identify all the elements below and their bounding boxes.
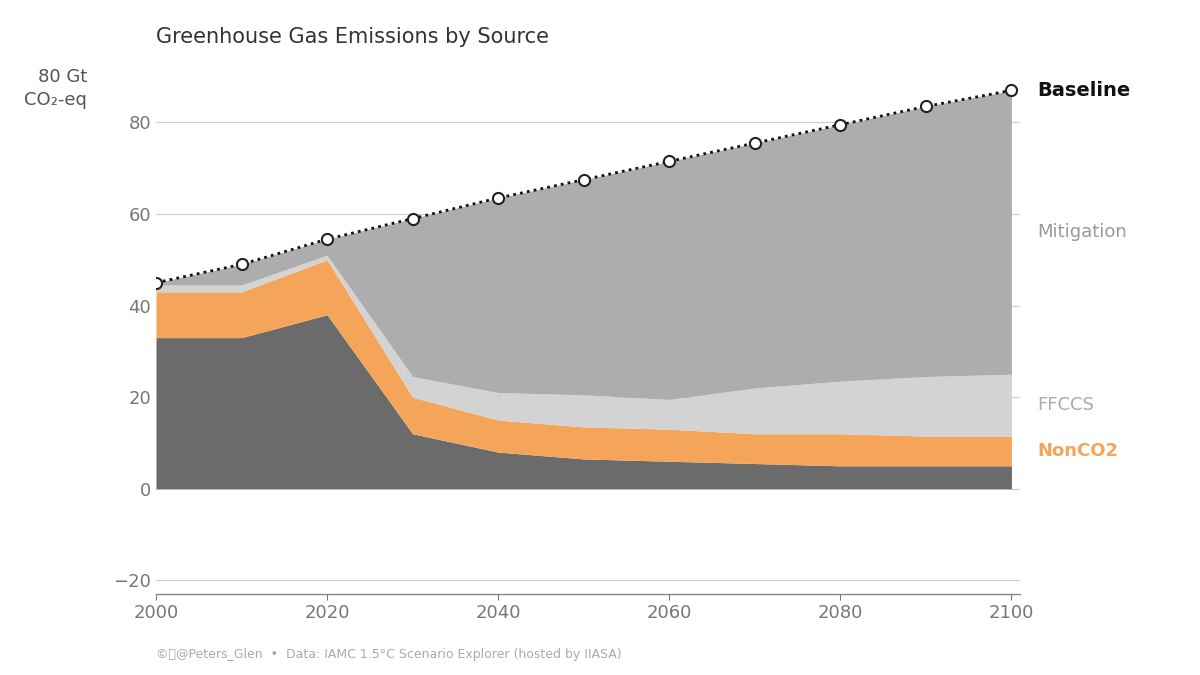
Text: ©ⓘ@Peters_Glen  •  Data: IAMC 1.5°C Scenario Explorer (hosted by IIASA): ©ⓘ@Peters_Glen • Data: IAMC 1.5°C Scenar… bbox=[156, 648, 622, 661]
Text: Baseline: Baseline bbox=[1037, 81, 1130, 100]
Text: Greenhouse Gas Emissions by Source: Greenhouse Gas Emissions by Source bbox=[156, 27, 550, 47]
Text: FFCCS: FFCCS bbox=[1037, 396, 1094, 414]
Text: NonCO2: NonCO2 bbox=[1037, 442, 1118, 460]
Text: 80 Gt
CO₂-eq: 80 Gt CO₂-eq bbox=[24, 68, 86, 109]
Text: Mitigation: Mitigation bbox=[1037, 223, 1127, 242]
